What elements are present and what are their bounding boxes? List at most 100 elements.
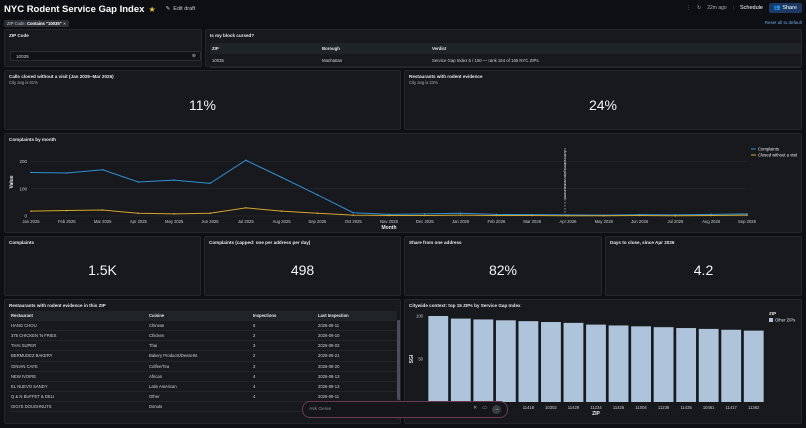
close-icon[interactable]: ✕ <box>62 20 67 26</box>
bar <box>676 328 697 402</box>
table-cell: 2026-08-20 <box>316 361 397 372</box>
table-cell: 2026-09-03 <box>316 340 397 352</box>
refresh-icon[interactable]: ↻ <box>697 5 702 11</box>
panel-title: Is my block cursed? <box>210 33 255 38</box>
attach-icon[interactable]: ▭ <box>482 405 487 411</box>
more-options-icon[interactable]: ⋮ <box>686 5 691 11</box>
table-cell: 6 <box>251 320 316 331</box>
table-cell: NEW IVOIRE <box>9 371 147 382</box>
table-cell: 3 <box>251 340 316 352</box>
divider: | <box>732 5 734 11</box>
x-tick-label: Aug 2026 <box>702 219 721 224</box>
column-header[interactable]: Borough <box>320 43 430 54</box>
data-point <box>531 214 533 217</box>
column-header[interactable]: Cuisine <box>147 311 251 321</box>
table-row[interactable]: HANG CHOU Chinese 6 2026-08-11 <box>9 320 397 331</box>
panel-title: Complaints <box>9 240 35 245</box>
table-cell: Thai <box>147 340 251 352</box>
bar <box>586 324 606 402</box>
filter-chip-zip[interactable]: ZIP Code: Contains "10035" ✕ <box>4 19 70 27</box>
table-cell: 2 <box>251 330 316 342</box>
clear-icon[interactable]: ⊗ <box>191 53 196 59</box>
table-row[interactable]: 375 CHICKEN 'N FRIES Chicken 2 2026-09-10 <box>9 330 397 342</box>
x-tick-label: Jun 2026 <box>631 219 649 224</box>
block-panel: Is my block cursed? ZIP Borough Verdict … <box>205 29 802 68</box>
column-header[interactable]: ZIP <box>210 43 320 54</box>
clear-icon[interactable]: ✕ <box>473 405 478 411</box>
column-header[interactable]: Restaurant <box>9 311 147 321</box>
filter-bar: ZIP Code: Contains "10035" ✕ Reset all t… <box>0 18 806 28</box>
data-point <box>710 214 712 217</box>
filter-chip-label: ZIP Code: <box>7 20 26 26</box>
pencil-icon: ✎ <box>165 6 171 12</box>
x-tick-label: Jun 2025 <box>201 219 219 224</box>
schedule-button[interactable]: Schedule <box>739 5 763 11</box>
filter-chip-value: Contains "10035" <box>26 20 62 26</box>
star-icon[interactable]: ★ <box>148 4 156 14</box>
bar <box>518 321 539 402</box>
zip-code-panel: ZIP Code 10035 ⊗ <box>4 29 202 67</box>
data-point <box>137 212 140 215</box>
table-cell: HANG CHOU <box>9 320 147 331</box>
scrollbar-thumb[interactable] <box>397 320 400 400</box>
bar <box>473 319 494 402</box>
ask-input[interactable]: Ask Genie <box>309 407 332 412</box>
column-header[interactable]: Verdict <box>430 43 801 54</box>
table-cell: 2026-06-21 <box>316 350 397 362</box>
table-row[interactable]: BERMUDEZ BAKERY Bakery Products/Desserts 2… <box>9 350 397 362</box>
legend-label: Other ZIPs <box>775 318 795 323</box>
ask-genie-box[interactable]: Ask Genie ✕ ▭ → <box>302 401 508 418</box>
table-cell: 3 <box>251 361 316 372</box>
x-tick-label: May 2026 <box>595 219 614 224</box>
x-tick-label: 11362 <box>748 405 760 410</box>
panel-subtitle: City avg is 23% <box>409 80 438 85</box>
data-point <box>245 207 247 209</box>
kpi-value: 82% <box>488 262 518 278</box>
table-row[interactable]: Q & N BUFFET & DELI Other 4 2026-09-11 <box>9 391 397 403</box>
legend-label: Closed without a visit <box>758 153 798 158</box>
data-point <box>209 212 211 215</box>
y-tick-label: 50 <box>418 357 423 362</box>
table-cell: 2026-08-13 <box>316 381 397 393</box>
y-axis-label: SGI <box>409 354 415 363</box>
data-point <box>101 168 104 171</box>
table-row[interactable]: THAI SUPER Thai 3 2026-09-03 <box>9 340 397 352</box>
table-scrollbar[interactable] <box>397 320 400 420</box>
data-point <box>137 181 140 183</box>
column-header[interactable]: Inspections <box>251 311 316 321</box>
edit-draft-button[interactable]: ✎ Edit draft <box>166 6 196 12</box>
table-row[interactable]: NEW IVOIRE African 4 2026-08-13 <box>9 371 397 382</box>
table-row[interactable]: GINIAN CAFE Coffee/Tea 3 2026-08-20 <box>9 361 397 372</box>
table-cell: GIGI'S DOUGHNUTS <box>9 401 147 413</box>
panel-title: Restaurants with rodent evidence in this… <box>9 303 106 308</box>
share-label: Share <box>782 5 797 11</box>
zip-input[interactable]: 10035 ⊗ <box>10 51 201 61</box>
table-cell: 2026-08-13 <box>316 371 397 382</box>
panel-title: Share from one address <box>409 240 462 245</box>
send-button[interactable]: → <box>492 405 501 414</box>
share-button[interactable]: 👥 Share <box>768 3 802 13</box>
y-tick-label: 200 <box>19 159 27 164</box>
table-cell: 2 <box>251 350 316 362</box>
data-point <box>459 212 462 215</box>
table-cell: 375 CHICKEN 'N FRIES <box>9 330 147 342</box>
kpi-value: 24% <box>588 97 618 113</box>
data-point <box>173 213 175 215</box>
data-point <box>424 213 426 215</box>
data-point <box>746 213 748 215</box>
bar <box>721 329 742 402</box>
table-row[interactable]: EL NUEVO SANDY Latin American 4 2026-08-13 <box>9 381 397 393</box>
data-point <box>209 182 211 185</box>
bar <box>541 322 561 402</box>
column-header[interactable]: Last Inspection <box>316 311 397 321</box>
reset-filters-link[interactable]: Reset all to default <box>764 20 802 25</box>
calls-closed-panel: Calls closed without a visit (Jan 2025–M… <box>4 70 401 130</box>
data-point <box>424 214 426 217</box>
data-point <box>495 214 498 217</box>
table-cell: Manhattan <box>320 54 430 68</box>
table-cell: EL NUEVO SANDY <box>9 381 147 393</box>
data-point <box>674 214 677 217</box>
x-tick-label: 10461 <box>703 405 715 410</box>
dashboard-title: NYC Rodent Service Gap Index <box>4 3 145 15</box>
edit-draft-label: Edit draft <box>173 6 196 12</box>
